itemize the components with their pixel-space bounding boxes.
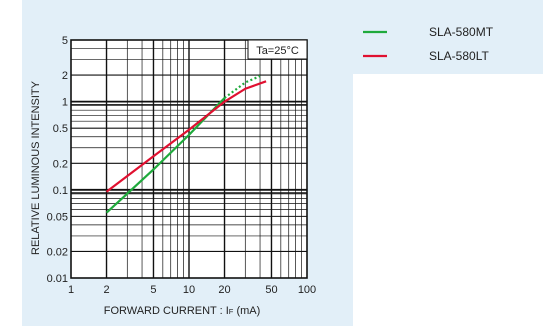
x-tick-labels: 1 2 5 10 20 50 100 [68, 284, 316, 296]
annotation-group: Ta=25°C [247, 39, 308, 60]
legend-svg: SLA-580MT SLA-580LT [353, 0, 543, 74]
y-tick-label: 0.1 [53, 185, 68, 197]
chart-panel: Ta=25°C 1 2 5 10 20 50 100 0.01 0.02 0.05 0.1 0.2 0… [22, 0, 353, 326]
x-tick-label: 5 [150, 284, 156, 296]
plot-frame [70, 39, 308, 279]
y-tick-label: 5 [62, 35, 68, 47]
x-axis-label: FORWARD CURRENT : IF (mA) [104, 305, 261, 317]
x-tick-label: 50 [265, 284, 277, 296]
y-tick-label: 0.05 [47, 211, 68, 223]
series-layer [105, 75, 267, 214]
y-tick-label: 0.5 [53, 123, 68, 135]
series-line-sla-580mt-dotted [223, 75, 261, 99]
legend-label-sla-580lt: SLA-580LT [429, 49, 489, 63]
annotation-text: Ta=25°C [256, 45, 299, 57]
series-line-sla-580lt [105, 80, 267, 193]
y-tick-label: 1 [62, 97, 68, 109]
grid-layer [71, 40, 307, 278]
annotation-box [247, 39, 308, 60]
chart-svg: Ta=25°C 1 2 5 10 20 50 100 0.010.020.050.10.20… [22, 0, 353, 326]
x-axis-label-subscript: F [229, 307, 234, 316]
x-tick-label: 2 [103, 284, 109, 296]
y-tick-label: 0.02 [47, 246, 68, 258]
y-axis-label: RELATIVE LUMINOUS INTENSITY [30, 80, 42, 255]
y-tick-label: 2 [62, 70, 68, 82]
x-tick-label: 20 [218, 284, 230, 296]
legend-background [353, 0, 543, 74]
y-tick-label: 0.01 [47, 273, 68, 285]
x-tick-label: 10 [183, 284, 195, 296]
legend: SLA-580MT SLA-580LT [353, 0, 543, 326]
legend-label-sla-580mt: SLA-580MT [429, 25, 494, 39]
x-tick-label: 100 [298, 284, 316, 296]
y-tick-labels: 0.01 0.02 0.05 0.1 0.2 0.5 1 2 5 [47, 35, 68, 285]
y-tick-label: 0.2 [53, 158, 68, 170]
x-tick-label: 1 [68, 284, 74, 296]
